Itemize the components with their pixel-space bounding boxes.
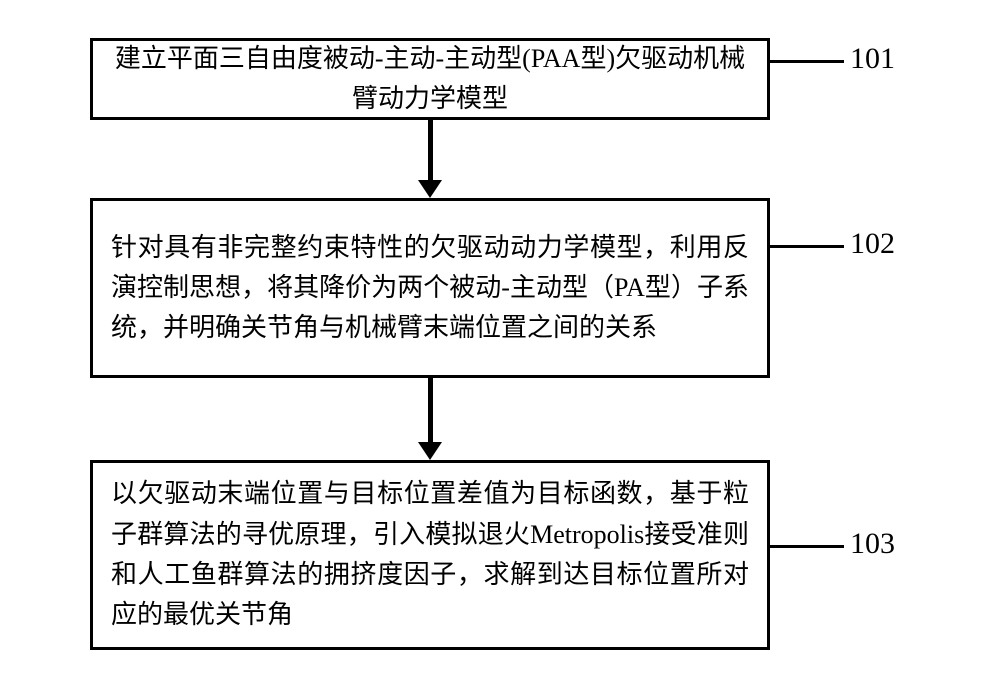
edge-line-1-2 [428,120,433,182]
label-text: 101 [850,42,895,75]
label-connector-3 [770,545,844,548]
flowchart-container: 建立平面三自由度被动-主动-主动型(PAA型)欠驱动机械臂动力学模型 101 针… [20,20,980,675]
label-text: 103 [850,527,895,560]
node-label-1: 101 [850,42,895,76]
edge-arrow-1-2 [418,180,442,198]
flow-node-3: 以欠驱动末端位置与目标位置差值为目标函数，基于粒子群算法的寻优原理，引入模拟退火… [90,460,770,650]
flow-node-1: 建立平面三自由度被动-主动-主动型(PAA型)欠驱动机械臂动力学模型 [90,38,770,120]
edge-arrow-2-3 [418,442,442,460]
node-text: 以欠驱动末端位置与目标位置差值为目标函数，基于粒子群算法的寻优原理，引入模拟退火… [111,474,749,635]
edge-line-2-3 [428,378,433,444]
flow-node-2: 针对具有非完整约束特性的欠驱动动力学模型，利用反演控制思想，将其降价为两个被动-… [90,198,770,378]
node-label-2: 102 [850,227,895,261]
label-text: 102 [850,227,895,260]
node-text: 针对具有非完整约束特性的欠驱动动力学模型，利用反演控制思想，将其降价为两个被动-… [111,228,749,349]
node-text: 建立平面三自由度被动-主动-主动型(PAA型)欠驱动机械臂动力学模型 [111,39,749,120]
node-label-3: 103 [850,527,895,561]
label-connector-2 [770,245,844,248]
label-connector-1 [770,60,844,63]
